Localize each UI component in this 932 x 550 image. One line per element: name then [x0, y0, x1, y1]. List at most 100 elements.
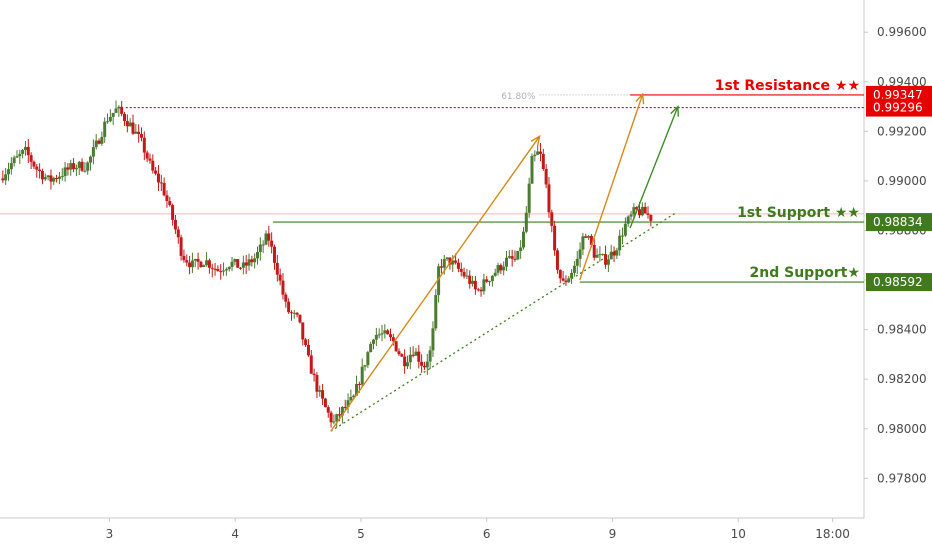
candle-body: [558, 269, 562, 279]
trendline-layer: [330, 212, 676, 432]
candle-body: [403, 356, 407, 367]
candle-body: [340, 406, 344, 416]
candle-body: [380, 333, 384, 335]
candle-body: [168, 201, 172, 206]
candle-body: [298, 314, 302, 323]
candle-body: [312, 373, 316, 376]
support-2-price-tag: [866, 273, 932, 292]
candle-body: [46, 175, 50, 178]
candle-body: [97, 140, 101, 144]
candle-body: [182, 255, 186, 261]
candle-body: [386, 330, 390, 335]
candle-body: [519, 247, 523, 252]
candle-body: [86, 162, 90, 171]
candle-body: [360, 366, 364, 385]
candle-body: [442, 259, 446, 268]
candle-body: [12, 157, 16, 164]
x-tick-label: 6: [483, 527, 491, 541]
candle-body: [391, 337, 395, 342]
candle-body: [145, 152, 149, 159]
projection-arrow-head: [635, 92, 645, 105]
candle-body: [114, 108, 118, 113]
projection-arrow-shaft: [579, 93, 644, 281]
candle-body: [258, 244, 262, 253]
candle-body: [646, 213, 650, 215]
candle-body: [66, 167, 70, 170]
candle-body: [219, 271, 223, 273]
candle-body: [335, 414, 339, 422]
candle-body: [516, 251, 520, 260]
candle-body: [544, 169, 548, 185]
candle-body: [366, 352, 370, 366]
resistance-dotted-price-label: 0.99296: [873, 101, 923, 115]
support-1-price-tag: [866, 213, 932, 232]
candle-body: [287, 301, 291, 313]
candle-body: [471, 280, 475, 284]
candle-body: [295, 312, 299, 315]
candle-body: [239, 267, 243, 269]
candle-body: [355, 383, 359, 396]
candle-body: [575, 258, 579, 266]
candle-body: [106, 121, 110, 123]
candle-body: [1, 178, 5, 181]
candle-body: [72, 163, 76, 170]
candle-body: [230, 261, 234, 267]
x-tick-label: 4: [231, 527, 239, 541]
candle-body: [4, 174, 8, 181]
candle-body: [154, 170, 158, 174]
candle-body: [199, 261, 203, 268]
candle-body: [638, 209, 642, 216]
candle-body: [502, 266, 506, 271]
candle-body: [241, 262, 245, 268]
candle-body: [264, 233, 268, 245]
y-tick-label: 0.97800: [877, 471, 927, 485]
candle-body: [513, 258, 517, 260]
candle-body: [284, 294, 288, 302]
candle-body: [281, 280, 285, 295]
candle-body: [615, 250, 619, 256]
candle-body: [151, 160, 155, 171]
candle-body: [490, 275, 494, 282]
candle-body: [589, 235, 593, 245]
projection-arrow-shaft: [330, 135, 541, 432]
candle-body: [253, 258, 257, 263]
candle-body: [94, 140, 98, 148]
candle-body: [23, 146, 27, 151]
candle-body: [213, 268, 217, 270]
candle-body: [640, 206, 644, 216]
candle-body: [439, 266, 443, 268]
candle-body: [224, 269, 228, 271]
candle-body: [250, 259, 254, 263]
candle-body: [123, 113, 127, 122]
candle-body: [388, 334, 392, 338]
candle-body: [74, 167, 78, 170]
candle-body: [572, 265, 576, 273]
candle-body: [485, 279, 489, 282]
candle-body: [43, 177, 47, 180]
candle-body: [584, 236, 588, 238]
candle-body: [434, 295, 438, 329]
x-tick-label: 9: [609, 527, 617, 541]
candle-body: [321, 390, 325, 399]
candle-body: [632, 207, 636, 215]
candle-body: [595, 254, 599, 258]
candle-body: [369, 343, 373, 353]
candle-body: [236, 259, 240, 268]
candle-body: [564, 280, 568, 283]
candle-body: [349, 396, 353, 401]
candle-body: [49, 175, 53, 182]
arrows-layer: [330, 92, 680, 432]
y-tick-label: 0.99400: [877, 75, 927, 89]
candle-body: [623, 223, 627, 236]
candle-body: [35, 166, 39, 170]
support-2-price-label: 0.98592: [873, 275, 923, 289]
candle-body: [510, 256, 514, 259]
candle-body: [570, 272, 574, 279]
y-tick-label: 0.99200: [877, 124, 927, 138]
candle-body: [527, 183, 531, 213]
candle-body: [188, 262, 192, 268]
candle-body: [210, 267, 214, 269]
candle-body: [55, 177, 59, 179]
candle-body: [165, 195, 169, 202]
